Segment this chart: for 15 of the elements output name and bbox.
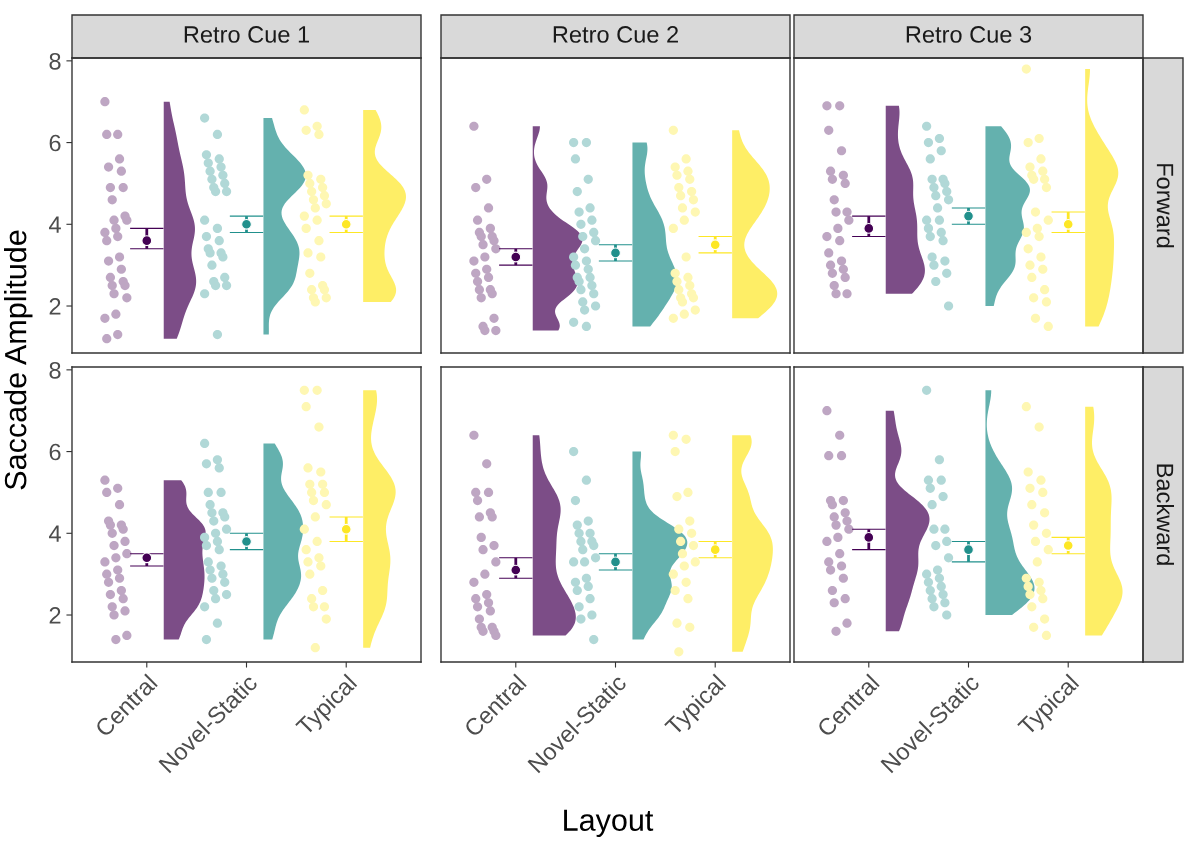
y-tick-label: 6	[49, 443, 61, 461]
x-axis-title: Layout	[564, 809, 654, 837]
y-tick-label: 4	[49, 216, 61, 233]
chart-title: Retro Cue 2	[553, 26, 678, 43]
y-tick-label: 2	[49, 607, 61, 624]
y-tick-label: 6	[49, 134, 61, 152]
y2-axis-title: Forward	[1156, 164, 1175, 248]
y-tick-label: 2	[49, 298, 61, 315]
chart-title: Retro Cue 1	[184, 26, 309, 43]
y2-axis-title: Backward	[1156, 464, 1175, 565]
y-axis-title: Saccade Amplitude	[4, 230, 33, 490]
chart-title: Retro Cue 3	[906, 26, 1032, 43]
y-tick-label: 8	[49, 52, 61, 70]
y-tick-label: 4	[49, 525, 61, 542]
y-tick-label: 8	[49, 361, 61, 379]
